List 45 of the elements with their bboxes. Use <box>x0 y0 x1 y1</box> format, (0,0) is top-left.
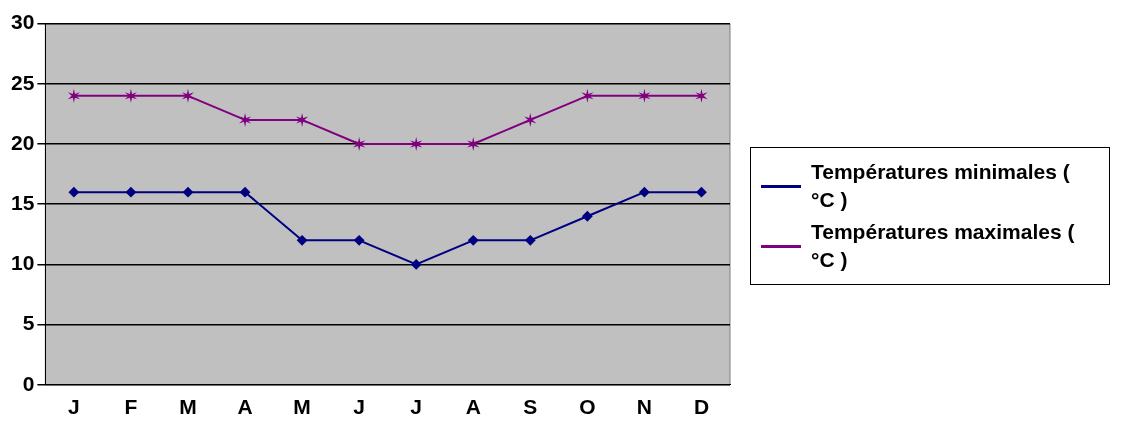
y-tick-label: 0 <box>22 371 35 395</box>
y-tick-label: 30 <box>11 10 35 34</box>
point <box>68 187 79 198</box>
x-tick-label: M <box>179 395 197 419</box>
x-tick-label: N <box>636 395 653 419</box>
point <box>639 187 650 198</box>
point <box>182 187 193 198</box>
y-tick-label: 10 <box>11 251 35 275</box>
x-tick-label: A <box>237 395 253 419</box>
point <box>181 88 195 103</box>
point <box>410 137 423 151</box>
point <box>525 235 536 246</box>
x-tick-label: J <box>68 395 80 419</box>
x-tick-label: M <box>293 395 311 419</box>
point <box>524 112 537 127</box>
x-tick-label: J <box>353 395 365 419</box>
y-tick-label: 25 <box>11 70 35 94</box>
point <box>124 88 137 103</box>
point <box>468 235 479 246</box>
point <box>353 137 366 151</box>
y-tick-label: 20 <box>11 130 35 154</box>
legend-label: Températures maximales ( °C ) <box>811 219 1076 273</box>
point <box>296 112 309 127</box>
point <box>354 235 365 246</box>
point <box>638 88 651 103</box>
x-tick-label: A <box>465 395 481 419</box>
point <box>411 259 422 270</box>
point <box>467 137 480 151</box>
y-tick-label: 15 <box>11 191 35 214</box>
point <box>238 112 252 127</box>
point <box>125 187 136 198</box>
x-tick-label: F <box>124 395 138 419</box>
legend-label: Températures minimales ( °C ) <box>811 159 1071 213</box>
x-tick-label: O <box>579 395 596 419</box>
x-tick-label: D <box>693 395 710 419</box>
x-tick-label: S <box>523 395 538 419</box>
y-tick-label: 5 <box>22 311 35 335</box>
point <box>581 88 594 103</box>
point <box>582 211 593 222</box>
point <box>695 88 708 103</box>
x-tick-label: J <box>410 395 423 419</box>
point <box>67 88 80 103</box>
point <box>297 235 308 246</box>
point <box>240 187 251 198</box>
point <box>696 187 707 198</box>
